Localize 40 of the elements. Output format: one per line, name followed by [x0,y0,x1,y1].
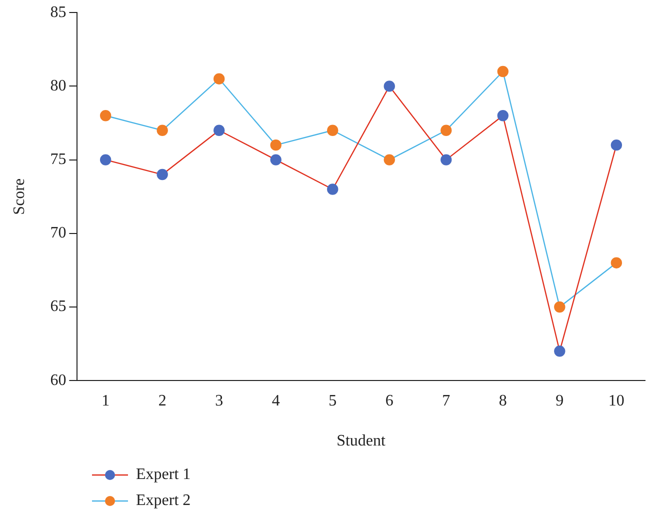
y-axis-title: Score [10,178,28,215]
point [214,124,225,136]
point [270,154,282,166]
point [497,110,508,122]
y-tick-label: 75 [50,151,66,168]
point [270,139,282,151]
y-tick-label: 80 [50,77,66,94]
x-tick-label: 10 [608,392,624,410]
x-tick-label: 6 [385,392,394,410]
x-tick-label: 4 [272,392,280,410]
x-tick-label: 9 [556,392,564,410]
point [440,124,452,136]
point [497,66,508,78]
y-tick-label: 70 [50,224,66,242]
x-tick-label: 2 [158,392,166,410]
point [554,346,566,357]
x-tick-label: 5 [328,392,337,410]
legend-label: Expert 2 [136,492,191,510]
point [156,168,168,180]
point [214,73,225,84]
x-axis-title: Student [336,432,386,450]
x-tick-label: 8 [498,392,507,410]
point [610,139,622,151]
point [100,110,112,122]
y-tick-label: 85 [50,4,66,21]
point [440,154,452,166]
point [100,154,112,166]
point [156,124,168,136]
y-tick-label: 65 [50,298,66,316]
point [327,184,338,195]
legend-label: Expert 1 [136,466,191,484]
point [610,257,622,268]
point [554,301,566,313]
point [327,124,338,136]
x-tick-label: 7 [442,392,450,410]
point [384,80,395,92]
x-tick-label: 3 [215,392,224,410]
x-tick-label: 1 [102,392,110,410]
y-tick-label: 60 [50,372,66,389]
point [384,154,395,166]
